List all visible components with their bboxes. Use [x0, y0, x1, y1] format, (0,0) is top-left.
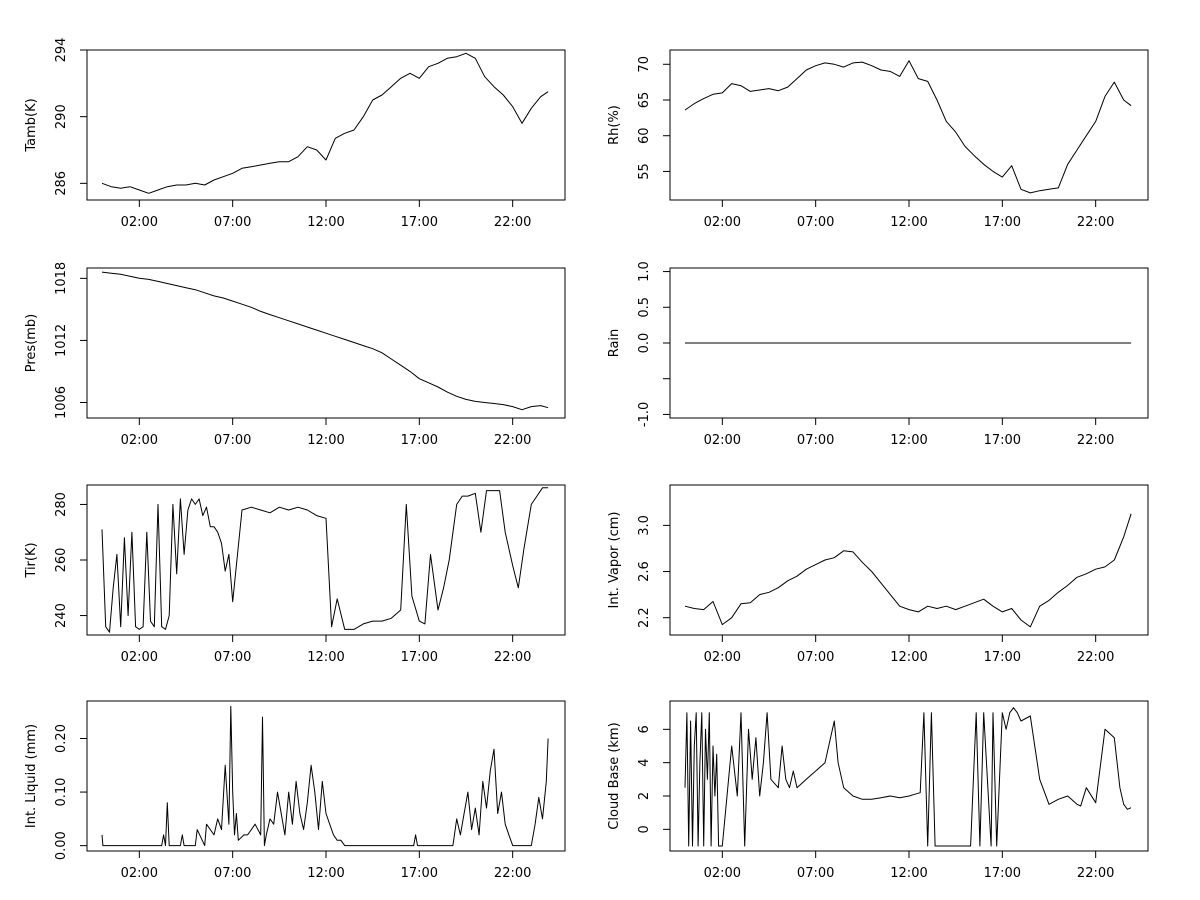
chart-1-plot-frame — [669, 49, 1149, 201]
chart-3-ylabel: Rain — [607, 329, 622, 358]
chart-4-xtick-label-1: 07:00 — [214, 650, 251, 665]
chart-5-ylabel: Int. Vapor (cm) — [607, 512, 622, 609]
chart-6-xtick-label-2: 12:00 — [307, 866, 344, 881]
chart-2-xtick-label-4: 22:00 — [494, 433, 531, 448]
chart-7-series-line — [684, 707, 1132, 847]
chart-6-series-line — [101, 705, 549, 847]
chart-4-plot-frame — [86, 484, 566, 636]
chart-7-xtick-label-3: 17:00 — [984, 866, 1021, 881]
chart-0-xtick-label-2: 12:00 — [307, 215, 344, 230]
chart-5-ytick-label-1: 2.6 — [637, 561, 652, 582]
chart-3-ytick-label-4: 1.0 — [637, 261, 652, 282]
chart-6-ytick-label-2: 0.20 — [54, 724, 69, 753]
chart-3-ytick-label-3: 0.5 — [637, 297, 652, 318]
chart-2-plot-frame — [86, 267, 566, 419]
chart-3-xtick-label-2: 12:00 — [890, 433, 927, 448]
chart-0-xtick-label-1: 07:00 — [214, 215, 251, 230]
chart-1-series-line — [684, 60, 1132, 194]
chart-5-ytick-label-0: 2.2 — [637, 607, 652, 628]
chart-4-xtick-label-3: 17:00 — [401, 650, 438, 665]
chart-3-ytick-label-2: 0.0 — [637, 333, 652, 354]
chart-7-ytick-label-3: 6 — [637, 725, 652, 733]
chart-4-xtick-label-0: 02:00 — [121, 650, 158, 665]
chart-4-ytick-label-2: 280 — [54, 492, 69, 517]
chart-6-ytick-label-1: 0.10 — [54, 778, 69, 807]
chart-1-ytick-label-3: 70 — [637, 56, 652, 73]
chart-2-xtick-label-0: 02:00 — [121, 433, 158, 448]
chart-5-xtick-label-4: 22:00 — [1077, 650, 1114, 665]
chart-2-xtick-label-1: 07:00 — [214, 433, 251, 448]
chart-0-ylabel: Tamb(K) — [24, 98, 39, 152]
chart-3-xtick-label-1: 07:00 — [797, 433, 834, 448]
chart-1-xtick-label-1: 07:00 — [797, 215, 834, 230]
chart-2-ytick-label-2: 1018 — [54, 262, 69, 295]
chart-7-xtick-label-0: 02:00 — [704, 866, 741, 881]
chart-1-ytick-label-2: 65 — [637, 92, 652, 109]
chart-2-ytick-label-1: 1012 — [54, 324, 69, 357]
chart-4-ytick-label-0: 240 — [54, 603, 69, 628]
chart-1-ytick-label-1: 60 — [637, 127, 652, 144]
chart-2-ytick-label-0: 1006 — [54, 386, 69, 419]
chart-2-xtick-label-2: 12:00 — [307, 433, 344, 448]
chart-0-ytick-label-0: 286 — [54, 171, 69, 196]
chart-3-xtick-label-3: 17:00 — [984, 433, 1021, 448]
chart-1-ytick-label-0: 55 — [637, 163, 652, 180]
chart-1-xtick-label-2: 12:00 — [890, 215, 927, 230]
chart-0-ytick-label-2: 294 — [54, 38, 69, 63]
chart-4-ytick-label-1: 260 — [54, 548, 69, 573]
chart-4-xtick-label-4: 22:00 — [494, 650, 531, 665]
chart-7-ytick-label-1: 2 — [637, 792, 652, 800]
chart-5-xtick-label-3: 17:00 — [984, 650, 1021, 665]
chart-3-xtick-label-0: 02:00 — [704, 433, 741, 448]
chart-5-ytick-label-2: 3.0 — [637, 515, 652, 536]
chart-2-xtick-label-3: 17:00 — [401, 433, 438, 448]
chart-0-xtick-label-0: 02:00 — [121, 215, 158, 230]
chart-7-ytick-label-2: 4 — [637, 759, 652, 767]
chart-7-xtick-label-2: 12:00 — [890, 866, 927, 881]
chart-0-xtick-label-4: 22:00 — [494, 215, 531, 230]
chart-1-ylabel: Rh(%) — [607, 105, 622, 145]
chart-7-ylabel: Cloud Base (km) — [607, 722, 622, 829]
chart-6-xtick-label-4: 22:00 — [494, 866, 531, 881]
chart-6-ytick-label-0: 0.00 — [54, 831, 69, 860]
chart-0-plot-frame — [86, 49, 566, 201]
chart-5-plot-frame — [669, 484, 1149, 636]
chart-0-ytick-label-1: 290 — [54, 104, 69, 129]
chart-6-plot-frame — [86, 700, 566, 852]
chart-2-series-line — [101, 271, 549, 411]
chart-6-ylabel: Int. Liquid (mm) — [24, 724, 39, 828]
chart-4-series-line — [101, 487, 549, 633]
chart-6-xtick-label-0: 02:00 — [121, 866, 158, 881]
chart-1-xtick-label-4: 22:00 — [1077, 215, 1114, 230]
chart-5-xtick-label-2: 12:00 — [890, 650, 927, 665]
chart-3-ytick-label-0: -1.0 — [637, 402, 652, 427]
chart-0-xtick-label-3: 17:00 — [401, 215, 438, 230]
chart-0-series-line — [101, 52, 549, 194]
chart-6-xtick-label-1: 07:00 — [214, 866, 251, 881]
chart-1-xtick-label-3: 17:00 — [984, 215, 1021, 230]
chart-2-ylabel: Pres(mb) — [24, 314, 39, 373]
chart-3-xtick-label-4: 22:00 — [1077, 433, 1114, 448]
chart-7-xtick-label-4: 22:00 — [1077, 866, 1114, 881]
chart-4-ylabel: Tir(K) — [24, 542, 39, 578]
chart-5-series-line — [684, 513, 1132, 628]
chart-5-xtick-label-0: 02:00 — [704, 650, 741, 665]
chart-4-xtick-label-2: 12:00 — [307, 650, 344, 665]
chart-7-xtick-label-1: 07:00 — [797, 866, 834, 881]
chart-7-ytick-label-0: 0 — [637, 825, 652, 833]
chart-1-xtick-label-0: 02:00 — [704, 215, 741, 230]
chart-6-xtick-label-3: 17:00 — [401, 866, 438, 881]
chart-5-xtick-label-1: 07:00 — [797, 650, 834, 665]
